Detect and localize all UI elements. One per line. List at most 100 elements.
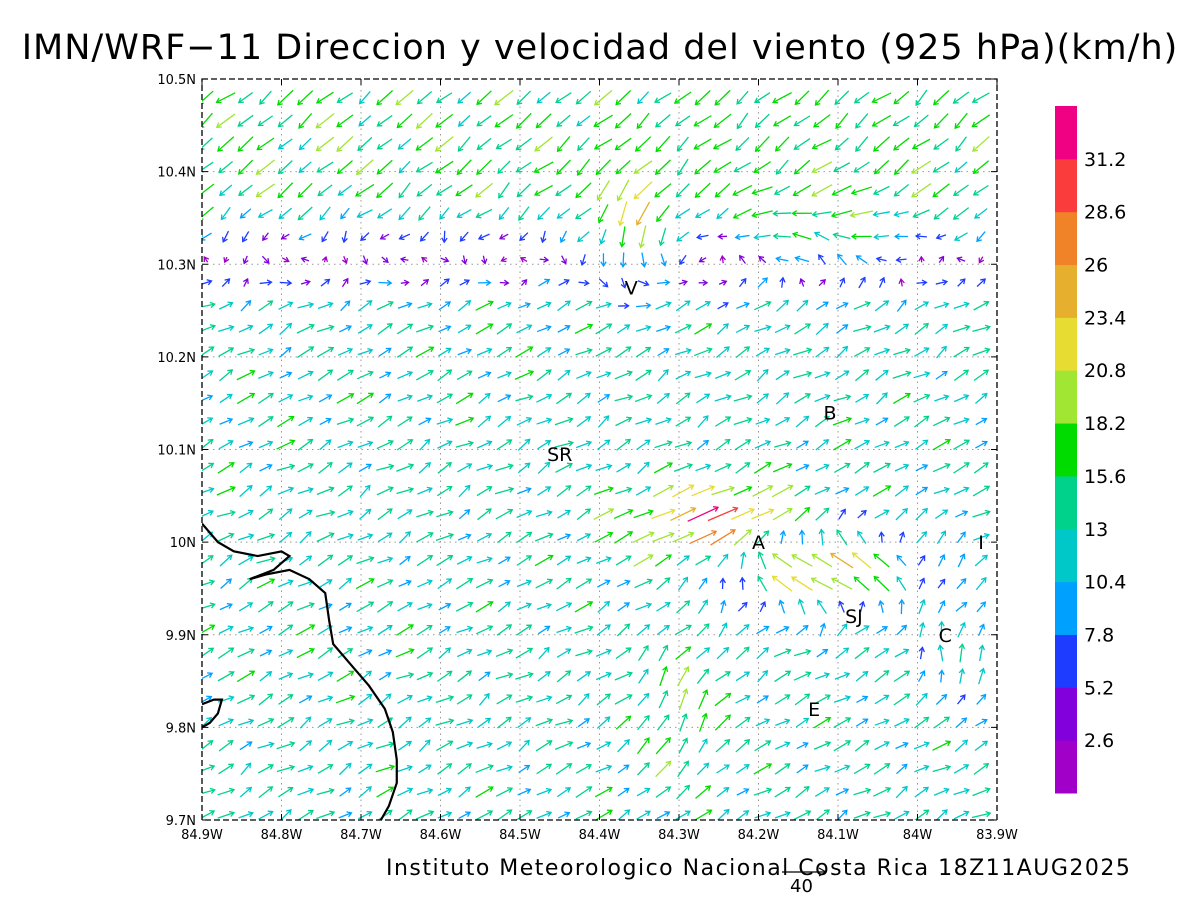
wind-vector [436, 555, 454, 567]
wind-vector [834, 90, 850, 106]
wind-vector [796, 742, 809, 750]
wind-vector [202, 509, 214, 517]
x-tick-label: 84.5W [499, 828, 541, 843]
wind-vector [594, 809, 613, 820]
wind-vector [475, 300, 494, 311]
wind-vector [874, 300, 890, 312]
wind-vector [739, 576, 746, 590]
wind-vector [674, 624, 692, 636]
wind-vector [256, 556, 276, 564]
wind-vector [793, 648, 812, 657]
wind-vector [539, 256, 550, 263]
wind-vector [540, 230, 547, 244]
wind-vector [238, 324, 254, 333]
wind-vector [258, 693, 274, 706]
wind-vector [238, 555, 254, 566]
wind-vector [892, 370, 912, 379]
wind-vector [696, 762, 710, 776]
wind-vector [853, 301, 871, 310]
wind-vector [239, 484, 253, 498]
wind-vector [415, 369, 435, 381]
wind-vector [336, 718, 355, 726]
wind-vector [934, 394, 950, 402]
wind-vector [398, 160, 411, 174]
wind-vector [577, 692, 590, 706]
wind-vector [378, 393, 392, 404]
wind-vector [853, 576, 870, 591]
wind-vector [358, 786, 372, 799]
wind-vector [239, 462, 253, 474]
wind-vector [619, 226, 626, 248]
wind-vector [257, 764, 275, 774]
wind-vector [833, 462, 851, 473]
wind-vector [477, 415, 492, 428]
wind-vector [738, 277, 747, 288]
wind-vector [714, 89, 731, 106]
wind-vector [674, 324, 692, 334]
wind-vector [496, 694, 513, 705]
wind-vector [417, 301, 433, 309]
wind-vector [654, 183, 672, 198]
wind-vector [316, 161, 334, 173]
coastline-segment [202, 698, 224, 729]
wind-vector [279, 346, 292, 358]
wind-vector [535, 718, 554, 727]
wind-vector [493, 89, 514, 106]
wind-vector [296, 624, 316, 636]
wind-vector [458, 484, 471, 498]
wind-vector [635, 417, 653, 425]
wind-vector [794, 506, 811, 522]
wind-vector [913, 347, 930, 357]
wind-vector [716, 323, 729, 335]
wind-vector [476, 741, 493, 749]
wind-vector [914, 233, 927, 240]
wind-vector [381, 256, 389, 264]
wind-vector [240, 762, 252, 776]
wind-vector [774, 786, 791, 798]
wind-vector [718, 279, 728, 286]
x-tick-label: 83.9W [976, 828, 1018, 843]
wind-vector [496, 764, 513, 772]
wind-vector [497, 531, 512, 544]
x-tick-label: 84W [903, 828, 933, 843]
wind-vector [854, 486, 870, 496]
wind-vector [876, 626, 889, 634]
wind-vector [640, 252, 647, 268]
reference-vector-arrow [782, 867, 828, 877]
wind-vector [218, 324, 235, 333]
wind-vector [956, 256, 966, 263]
wind-vector [497, 601, 511, 613]
wind-vector [636, 762, 650, 776]
wind-vector [319, 206, 331, 221]
wind-vector [397, 416, 413, 427]
wind-vector [670, 507, 697, 522]
wind-vector [436, 485, 453, 497]
wind-vector [556, 670, 572, 683]
wind-vector [476, 137, 492, 151]
wind-vector [636, 302, 652, 309]
wind-vector [435, 113, 454, 128]
wind-vector [217, 647, 235, 659]
wind-vector [813, 114, 831, 128]
wind-vector [811, 210, 832, 218]
wind-vector [677, 666, 690, 687]
wind-vector [755, 718, 771, 727]
wind-vector [395, 648, 415, 658]
colorbar-segment [1055, 423, 1077, 477]
wind-vector [614, 394, 634, 402]
wind-vector [536, 763, 553, 775]
wind-vector [753, 233, 771, 241]
wind-vector [850, 186, 873, 196]
axes: 84.9W 84.8W 84.7W 84.6W 84.5W 84.4W 84.3W 84.2W… [157, 73, 1018, 843]
wind-vector [576, 392, 591, 405]
wind-vector [575, 578, 593, 589]
wind-vector [771, 575, 793, 592]
wind-vector [676, 231, 690, 242]
y-tick-label: 9.8N [166, 721, 196, 736]
colorbar-segment [1055, 528, 1077, 583]
wind-vector [457, 300, 472, 312]
wind-vector [461, 255, 468, 265]
wind-vector [298, 394, 314, 402]
wind-vector [937, 578, 946, 589]
wind-vector [457, 463, 473, 473]
